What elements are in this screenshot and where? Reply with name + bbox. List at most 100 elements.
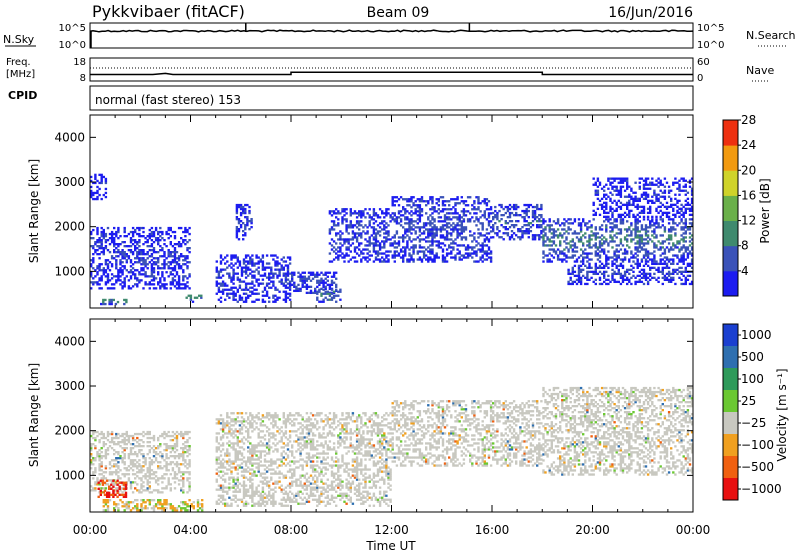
heatmap-cell xyxy=(215,478,218,481)
heatmap-cell xyxy=(280,258,283,261)
heatmap-cell xyxy=(387,258,390,261)
heatmap-cell xyxy=(113,436,116,440)
heatmap-cell xyxy=(670,238,673,241)
heatmap-cell xyxy=(355,240,359,243)
heatmap-cell xyxy=(688,181,692,184)
heatmap-cell xyxy=(374,244,378,247)
heatmap-cell xyxy=(173,471,177,474)
heatmap-cell xyxy=(152,267,156,270)
heatmap-cell xyxy=(92,443,95,446)
heatmap-cell xyxy=(224,478,227,481)
heatmap-cell xyxy=(272,282,275,285)
heatmap-cell xyxy=(104,181,108,185)
heatmap-cell xyxy=(678,258,681,261)
heatmap-cell xyxy=(462,218,466,221)
heatmap-cell xyxy=(609,177,612,180)
heatmap-cell xyxy=(268,266,271,269)
heatmap-cell xyxy=(173,243,177,246)
heatmap-cell xyxy=(542,218,545,221)
heatmap-cell xyxy=(217,494,221,497)
heatmap-cell xyxy=(108,445,112,448)
colorbar-swatch xyxy=(723,145,738,171)
heatmap-cell xyxy=(634,215,637,219)
heatmap-cell xyxy=(152,505,156,508)
heatmap-cell xyxy=(460,222,463,225)
heatmap-cell xyxy=(577,256,581,259)
heatmap-cell xyxy=(138,489,141,492)
heatmap-cell xyxy=(142,273,145,276)
heatmap-cell xyxy=(630,203,633,207)
heatmap-cell xyxy=(525,214,528,217)
heatmap-cell xyxy=(257,278,260,281)
heatmap-cell xyxy=(376,240,380,243)
heatmap-cell xyxy=(119,275,122,278)
heatmap-cell xyxy=(552,234,556,237)
heatmap-cell xyxy=(140,505,143,508)
heatmap-cell xyxy=(431,228,434,231)
heatmap-cell xyxy=(100,232,103,236)
heatmap-cell xyxy=(236,490,239,493)
heatmap-cell xyxy=(378,258,382,261)
heatmap-cell xyxy=(129,449,133,452)
heatmap-cell xyxy=(332,271,336,274)
heatmap-cell xyxy=(136,445,139,448)
heatmap-cell xyxy=(667,274,671,278)
heatmap-cell xyxy=(427,202,430,205)
heatmap-cell xyxy=(642,215,646,219)
heatmap-cell xyxy=(144,283,147,286)
heatmap-cell xyxy=(684,230,687,233)
heatmap-cell xyxy=(99,493,102,497)
heatmap-cell xyxy=(152,275,156,278)
heatmap-cell xyxy=(217,442,221,445)
heatmap-cell xyxy=(316,285,319,289)
heatmap-cell xyxy=(148,465,151,468)
nsearch-label: N.Search xyxy=(746,29,796,42)
heatmap-cell xyxy=(98,277,101,280)
heatmap-cell xyxy=(445,224,449,227)
heatmap-cell xyxy=(368,216,371,219)
heatmap-cell xyxy=(330,226,334,229)
heatmap-cell xyxy=(221,420,225,423)
heatmap-cell xyxy=(626,203,629,207)
heatmap-cell xyxy=(659,242,662,245)
heatmap-cell xyxy=(569,218,572,221)
heatmap-cell xyxy=(305,279,309,282)
heatmap-cell xyxy=(106,447,110,450)
heatmap-cell xyxy=(452,216,455,219)
heatmap-cell xyxy=(592,232,595,235)
heatmap-cell xyxy=(345,248,348,251)
heatmap-cell xyxy=(619,272,623,276)
heatmap-cell xyxy=(397,198,401,201)
heatmap-cell xyxy=(234,442,237,445)
heatmap-cell xyxy=(360,236,363,239)
heatmap-cell xyxy=(316,281,319,284)
heatmap-cell xyxy=(617,193,620,196)
heatmap-cell xyxy=(121,287,124,290)
heatmap-cell xyxy=(129,237,133,240)
heatmap-cell xyxy=(538,214,541,217)
heatmap-cell xyxy=(92,261,95,264)
heatmap-cell xyxy=(226,420,229,423)
heatmap-cell xyxy=(399,214,403,217)
heatmap-cell xyxy=(250,222,253,225)
heatmap-cell xyxy=(180,507,183,510)
nsky-label: N.Sky xyxy=(3,33,35,46)
heatmap-cell xyxy=(102,300,105,304)
heatmap-cell xyxy=(429,224,432,227)
heatmap-cell xyxy=(136,241,139,244)
heatmap-cell xyxy=(617,250,620,253)
heatmap-cell xyxy=(232,490,235,493)
heatmap-cell xyxy=(150,255,154,258)
heatmap-cell xyxy=(649,238,652,241)
heatmap-cell xyxy=(525,228,528,231)
heatmap-cell xyxy=(188,239,191,242)
heatmap-cell xyxy=(385,240,388,243)
heatmap-cell xyxy=(335,242,338,245)
heatmap-cell xyxy=(127,469,131,472)
heatmap-cell xyxy=(224,298,227,301)
heatmap-cell xyxy=(517,214,520,217)
heatmap-cell xyxy=(372,248,376,251)
heatmap-cell xyxy=(588,252,591,255)
heatmap-cell xyxy=(582,242,585,245)
heatmap-cell xyxy=(129,485,133,488)
